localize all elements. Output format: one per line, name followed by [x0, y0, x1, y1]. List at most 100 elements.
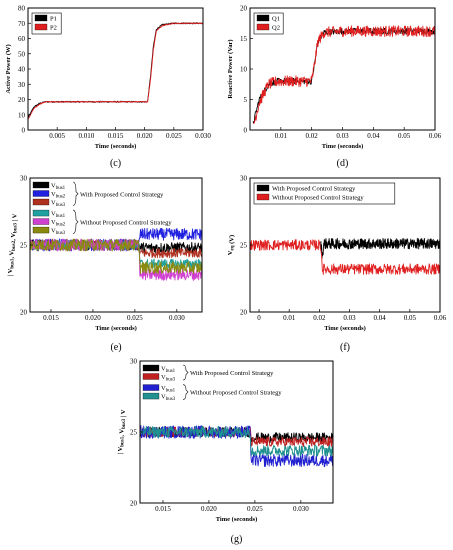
legend-group-label: Without Proposed Control Strategy — [190, 390, 282, 397]
series-line-e-5 — [30, 238, 202, 275]
x-tick-label: 0.01 — [283, 314, 296, 322]
legend-brace — [182, 364, 189, 381]
legend: With Proposed Control Strategy Without Pr… — [253, 182, 396, 205]
legend-swatch — [142, 392, 160, 400]
x-tick-label: 0.015 — [155, 505, 171, 513]
x-tick-label: 0.06 — [429, 132, 442, 140]
x-tick-label: 0.030 — [169, 314, 185, 322]
legend-label: Vbus1 — [161, 385, 176, 394]
series-line-c-1 — [28, 22, 203, 120]
legend-group-label: Without Proposed Control Strategy — [80, 219, 172, 226]
x-tick-label: 0.025 — [127, 314, 143, 322]
legend-label: Q1 — [272, 16, 280, 23]
y-tick-label: 10 — [18, 111, 26, 119]
chart-panel-g: 0.015 0.020 0.025 0.030 20 25 30 Time (seconds)… — [117, 358, 334, 545]
series-line-f-0 — [320, 237, 440, 259]
y-tick-label: 20 — [130, 500, 138, 508]
legend-swatch — [32, 181, 50, 189]
y-tick-label: 70 — [18, 20, 26, 28]
y-tick-label: 25 — [240, 242, 248, 250]
x-axis-label: Time (seconds) — [95, 143, 137, 150]
y-tick-label: 30 — [240, 175, 248, 183]
legend-swatch — [142, 364, 160, 372]
plot-area — [140, 425, 333, 468]
panel-caption: (e) — [110, 342, 121, 353]
x-tick-label: 0.03 — [336, 132, 349, 140]
plot-area — [28, 22, 203, 120]
legend-label: Vbus1 — [51, 183, 66, 192]
legend-swatch — [32, 190, 50, 197]
legend-label: P2 — [50, 25, 57, 32]
legend-brace — [72, 181, 79, 206]
x-axis-label: Time (seconds) — [322, 143, 364, 150]
y-tick-label: 30 — [130, 358, 138, 366]
plot-area — [30, 227, 202, 281]
y-tick-label: 50 — [18, 50, 26, 58]
x-tick-label: 0.020 — [137, 132, 153, 140]
legend-label: P1 — [50, 16, 57, 23]
y-axis-label: Veq (V) — [227, 235, 236, 255]
plot-area — [250, 237, 440, 275]
series-line-g-3 — [140, 425, 333, 457]
legend-group-label: With Proposed Control Strategy — [190, 370, 274, 377]
chart-panel-c: 0.005 0.010 0.015 0.020 0.025 0.030 0 10 20 30 40 5… — [5, 5, 211, 170]
x-axis-label: Time (seconds) — [95, 325, 137, 332]
x-tick-label: 0.015 — [108, 132, 124, 140]
chart-panel-f: 0 0.01 0.02 0.03 0.04 0.05 0.06 20 25 30 Time (sec… — [227, 175, 447, 354]
y-tick-label: 30 — [20, 175, 28, 183]
legend-label: Without Proposed Control Strategy — [272, 195, 364, 202]
panel-caption: (g) — [231, 534, 243, 545]
x-tick-label: 0.04 — [374, 314, 387, 322]
legend-label: Vbus2 — [51, 219, 66, 228]
legend-swatch — [32, 209, 50, 217]
legend-swatch — [32, 198, 50, 206]
x-tick-label: 0.05 — [398, 132, 411, 140]
legend-swatch — [256, 14, 270, 22]
x-tick-label: 0.010 — [78, 132, 94, 140]
legend-box — [253, 182, 396, 205]
x-tick-label: 0.025 — [247, 505, 263, 513]
y-axis-label: | Vbus1, Vbus3 | V — [117, 409, 127, 454]
legend-label: With Proposed Control Strategy — [272, 186, 356, 193]
x-tick-label: 0.05 — [404, 314, 417, 322]
y-tick-label: 0 — [244, 127, 248, 135]
y-tick-label: 20 — [20, 309, 28, 317]
chart-panel-e: 0.015 0.020 0.025 0.030 20 25 30 Time (seconds)… — [7, 175, 203, 353]
legend-label: Vbus3 — [51, 200, 66, 209]
x-tick-label: 0.01 — [275, 132, 288, 140]
x-tick-label: 0.06 — [434, 314, 447, 322]
y-axis-label: | Vbus1, Vbus2, Vbus3 | V — [7, 213, 19, 276]
series-line-d-1 — [252, 25, 435, 124]
x-tick-label: 0.02 — [306, 132, 319, 140]
y-tick-label: 20 — [240, 309, 248, 317]
x-tick-label: 0.020 — [201, 505, 217, 513]
x-tick-label: 0.020 — [85, 314, 101, 322]
chart-panel-d: 0.01 0.02 0.03 0.04 0.05 0.06 0 5 10 15 20 Time (se… — [227, 5, 442, 170]
series-line-e-4 — [30, 238, 202, 281]
x-tick-label: 0 — [257, 314, 261, 322]
legend-swatch — [34, 23, 48, 31]
legend-swatch — [34, 14, 48, 22]
legend-label: Vbus3 — [161, 394, 176, 403]
legend-swatch — [256, 193, 270, 201]
legend-swatch — [142, 373, 160, 380]
y-tick-label: 30 — [18, 81, 26, 89]
y-tick-label: 25 — [130, 429, 138, 437]
x-axis-label: Time (seconds) — [216, 516, 258, 523]
y-tick-label: 80 — [18, 5, 26, 13]
plot-area — [252, 25, 435, 124]
y-tick-label: 40 — [18, 66, 26, 74]
x-tick-label: 0.030 — [293, 505, 309, 513]
panel-caption: (d) — [337, 158, 349, 169]
y-axis-label: Active Power (W) — [5, 44, 12, 93]
legend-group-label: With Proposed Control Strategy — [80, 191, 164, 198]
legend-swatch — [256, 23, 270, 31]
y-tick-label: 60 — [18, 35, 26, 43]
legend-label: Vbus2 — [51, 191, 66, 200]
panel-caption: (c) — [110, 158, 121, 169]
legend-label: Vbus3 — [51, 228, 66, 237]
